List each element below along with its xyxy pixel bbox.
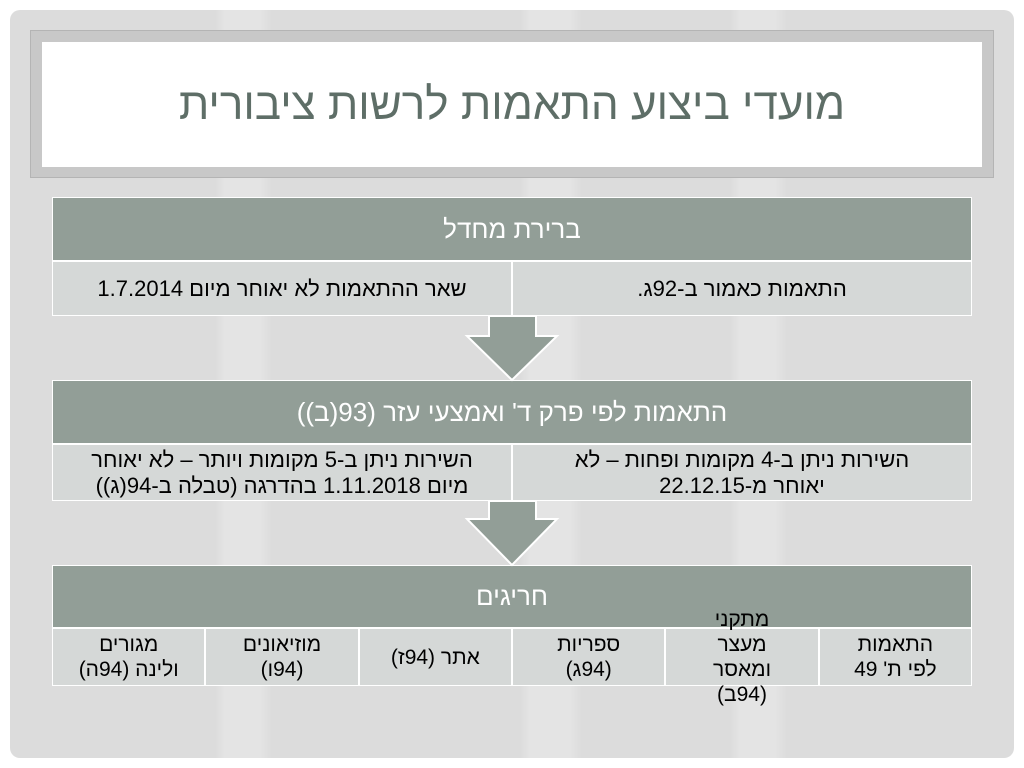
table-header-chapter-d: התאמות לפי פרק ד' ואמצעי עזר (93(ב)) — [53, 381, 971, 443]
table-cell: אתר (94ז) — [359, 629, 512, 685]
table-cell: התאמות כאמור ב-92ג. — [513, 262, 971, 315]
down-arrow-icon — [464, 500, 560, 567]
table-cell: התאמות לפי ת' 49 — [819, 629, 971, 685]
table-cell: ספריות (94ג) — [513, 629, 665, 685]
chapter-d-table: התאמות לפי פרק ד' ואמצעי עזר (93(ב)) השי… — [52, 380, 972, 501]
table-cell: מגורים ולינה (94ה) — [53, 629, 205, 685]
table-cell: השירות ניתן ב-4 מקומות ופחות – לא יאוחר … — [513, 445, 971, 500]
down-arrow-icon — [464, 315, 560, 382]
table-row: השירות ניתן ב-4 מקומות ופחות – לא יאוחר … — [53, 445, 971, 500]
default-schedule-table: ברירת מחדל התאמות כאמור ב-92ג. שאר ההתאמ… — [52, 197, 972, 316]
table-cell: השירות ניתן ב-5 מקומות ויותר – לא יאוחר … — [53, 445, 511, 500]
table-header-default: ברירת מחדל — [53, 198, 971, 260]
table-row: התאמות לפי ת' 49 מתקני מעצר ומאסר (94ב) … — [53, 608, 971, 706]
title-box: מועדי ביצוע התאמות לרשות ציבורית — [42, 42, 982, 167]
table-row: התאמות כאמור ב-92ג. שאר ההתאמות לא יאוחר… — [53, 262, 971, 315]
exceptions-table: חריגים התאמות לפי ת' 49 מתקני מעצר ומאסר… — [52, 565, 972, 706]
title-frame: מועדי ביצוע התאמות לרשות ציבורית — [30, 30, 994, 178]
table-cell: שאר ההתאמות לא יאוחר מיום 1.7.2014 — [53, 262, 511, 315]
slide-title: מועדי ביצוע התאמות לרשות ציבורית — [178, 79, 846, 129]
table-header-exceptions: חריגים — [53, 566, 971, 627]
table-cell: מוזיאונים (94ו) — [206, 629, 358, 685]
table-cell: מתקני מעצר ומאסר (94ב) — [666, 608, 818, 706]
